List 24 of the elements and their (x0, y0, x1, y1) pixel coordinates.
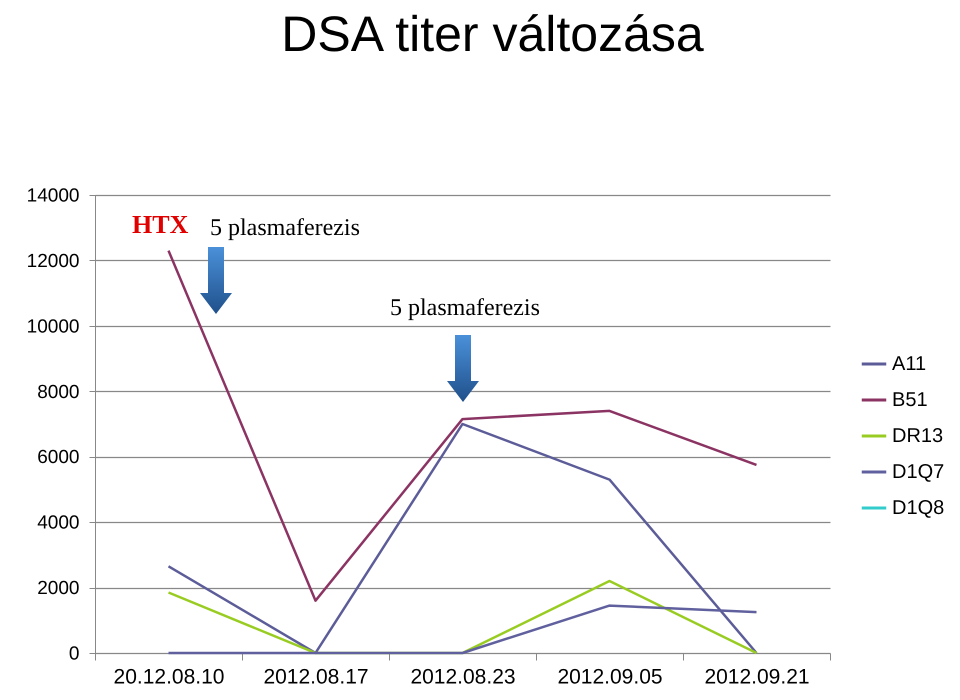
y-tick-label: 2000 (37, 578, 80, 600)
y-tick-label: 8000 (37, 382, 80, 403)
legend-label: DR13 (892, 425, 944, 447)
x-tick-label: 2012.08.23 (410, 666, 516, 688)
y-tick-label: 0 (68, 644, 80, 664)
x-tick-label: 2012.09.21 (704, 666, 810, 688)
annotation: 5 plasmaferezis (390, 295, 540, 321)
x-tick-label: 20.12.08.10 (114, 666, 224, 688)
x-tick-label: 2012.09.05 (557, 666, 663, 688)
line-series (167, 422, 758, 654)
y-tick-label: 10000 (26, 316, 80, 338)
legend-label: B51 (892, 389, 928, 411)
line-series (167, 249, 758, 602)
annotation: HTX (132, 210, 189, 239)
chart-title: DSA titer változása (281, 6, 704, 62)
y-tick-label: 6000 (37, 447, 80, 468)
legend-label: D1Q8 (892, 497, 944, 519)
legend-label: A11 (892, 353, 926, 375)
y-tick-label: 12000 (26, 250, 80, 272)
annotation: 5 plasmaferezis (210, 215, 360, 241)
y-tick-label: 14000 (26, 186, 80, 206)
legend-label: D1Q7 (892, 461, 944, 483)
y-tick-label: 4000 (37, 512, 80, 534)
x-tick-label: 2012.08.17 (263, 666, 369, 688)
